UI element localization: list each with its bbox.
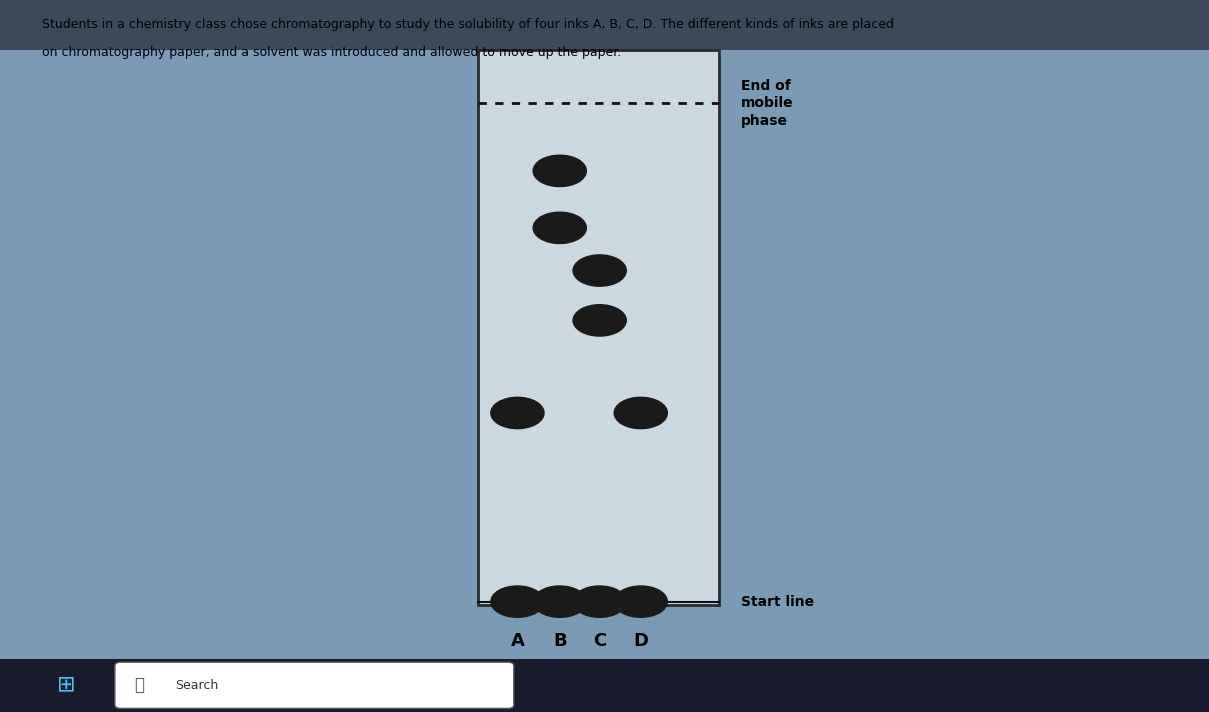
Text: D: D	[634, 632, 648, 650]
Text: End of
mobile
phase: End of mobile phase	[741, 79, 794, 127]
Text: A: A	[510, 632, 525, 650]
Text: ⌕: ⌕	[134, 676, 144, 694]
Text: B: B	[553, 632, 567, 650]
Bar	[478, 50, 719, 605]
Circle shape	[573, 305, 626, 336]
Text: Students in a chemistry class chose chromatography to study the solubility of fo: Students in a chemistry class chose chro…	[42, 18, 895, 31]
Circle shape	[533, 586, 586, 617]
Circle shape	[614, 397, 667, 429]
Circle shape	[491, 586, 544, 617]
Text: Start line: Start line	[741, 595, 814, 609]
Bar	[0, 0, 1209, 50]
Circle shape	[573, 255, 626, 286]
Circle shape	[614, 586, 667, 617]
Text: Search: Search	[175, 679, 219, 692]
Text: ⊞: ⊞	[57, 675, 76, 696]
FancyBboxPatch shape	[115, 662, 514, 708]
Circle shape	[533, 212, 586, 244]
Circle shape	[573, 586, 626, 617]
Text: on chromatography paper, and a solvent was introduced and allowed to move up the: on chromatography paper, and a solvent w…	[42, 46, 621, 59]
Bar	[0, 659, 1209, 712]
Circle shape	[491, 397, 544, 429]
Text: C: C	[594, 632, 606, 650]
Circle shape	[533, 155, 586, 187]
